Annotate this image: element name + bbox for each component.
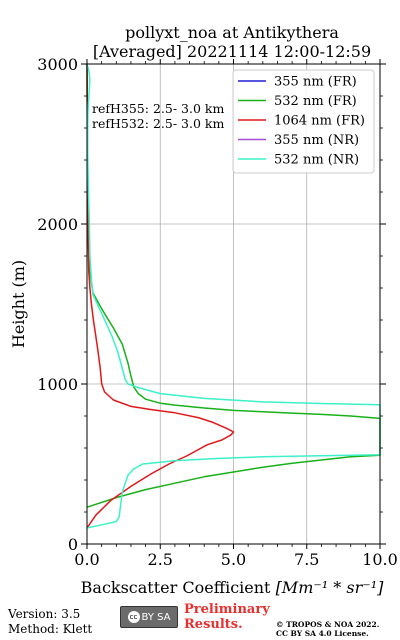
series-lines (86, 63, 381, 529)
y-tick-label: 3000 (37, 55, 78, 74)
legend-entry-2: 1064 nm (FR) (274, 114, 365, 129)
series-line-4 (86, 63, 381, 529)
y-tick-label: 1000 (37, 375, 78, 394)
y-tick-label: 2000 (37, 215, 78, 234)
cc-icon: cc (127, 611, 140, 623)
preliminary-line2: Results. (184, 617, 243, 632)
cc-badge-text: BY SA (141, 611, 171, 623)
x-tick-label: 2.5 (148, 550, 173, 569)
copyright-line1: © TROPOS & NOA 2022. (276, 620, 380, 629)
copyright-notice: © TROPOS & NOA 2022. CC BY SA 4.0 Licens… (276, 620, 379, 638)
legend-entry-3: 355 nm (NR) (274, 133, 359, 148)
chart-title-line2: [Averaged] 20221114 12:00-12:59 (93, 42, 371, 61)
preliminary-line1: Preliminary (184, 602, 270, 617)
x-tick-label: 0.0 (74, 550, 99, 569)
method-text: Method: Klett (8, 622, 93, 636)
annotation-refH532: refH532: 2.5- 3.0 km (92, 116, 224, 131)
x-axis-label-units: [Mm⁻¹ * sr⁻¹] (276, 578, 385, 597)
legend-entry-0: 355 nm (FR) (274, 75, 357, 90)
legend-entry-1: 532 nm (FR) (274, 94, 357, 109)
version-text: Version: 3.5 (8, 607, 81, 621)
x-tick-label: 5.0 (221, 550, 246, 569)
x-tick-label: 7.5 (294, 550, 319, 569)
copyright-line2: CC BY SA 4.0 License. (276, 629, 369, 638)
legend-entry-4: 532 nm (NR) (274, 153, 359, 168)
x-tick-label: 10.0 (362, 550, 398, 569)
chart-title-line1: pollyxt_noa at Antikythera (125, 23, 339, 42)
legend-box (232, 69, 375, 174)
series-line-2 (86, 63, 235, 529)
annotation-refH355: refH355: 2.5- 3.0 km (92, 101, 224, 116)
preliminary-results-notice: Preliminary Results. (184, 602, 270, 632)
y-axis-label: Height (m) (9, 260, 28, 348)
axis-ticks: 0.0 2.5 5.0 7.5 10.0 0 1000 2000 3000 (37, 55, 398, 569)
legend: 355 nm (FR) 532 nm (FR) 1064 nm (FR) 355 nm… (232, 69, 375, 174)
y-tick-label: 0 (68, 535, 78, 554)
x-axis-label: Backscatter Coefficient [Mm⁻¹ * sr⁻¹] (81, 578, 384, 597)
series-line-1 (86, 63, 381, 508)
x-axis-label-prefix: Backscatter Coefficient (81, 578, 276, 597)
cc-by-sa-license-icon: cc BY SA (120, 606, 178, 628)
